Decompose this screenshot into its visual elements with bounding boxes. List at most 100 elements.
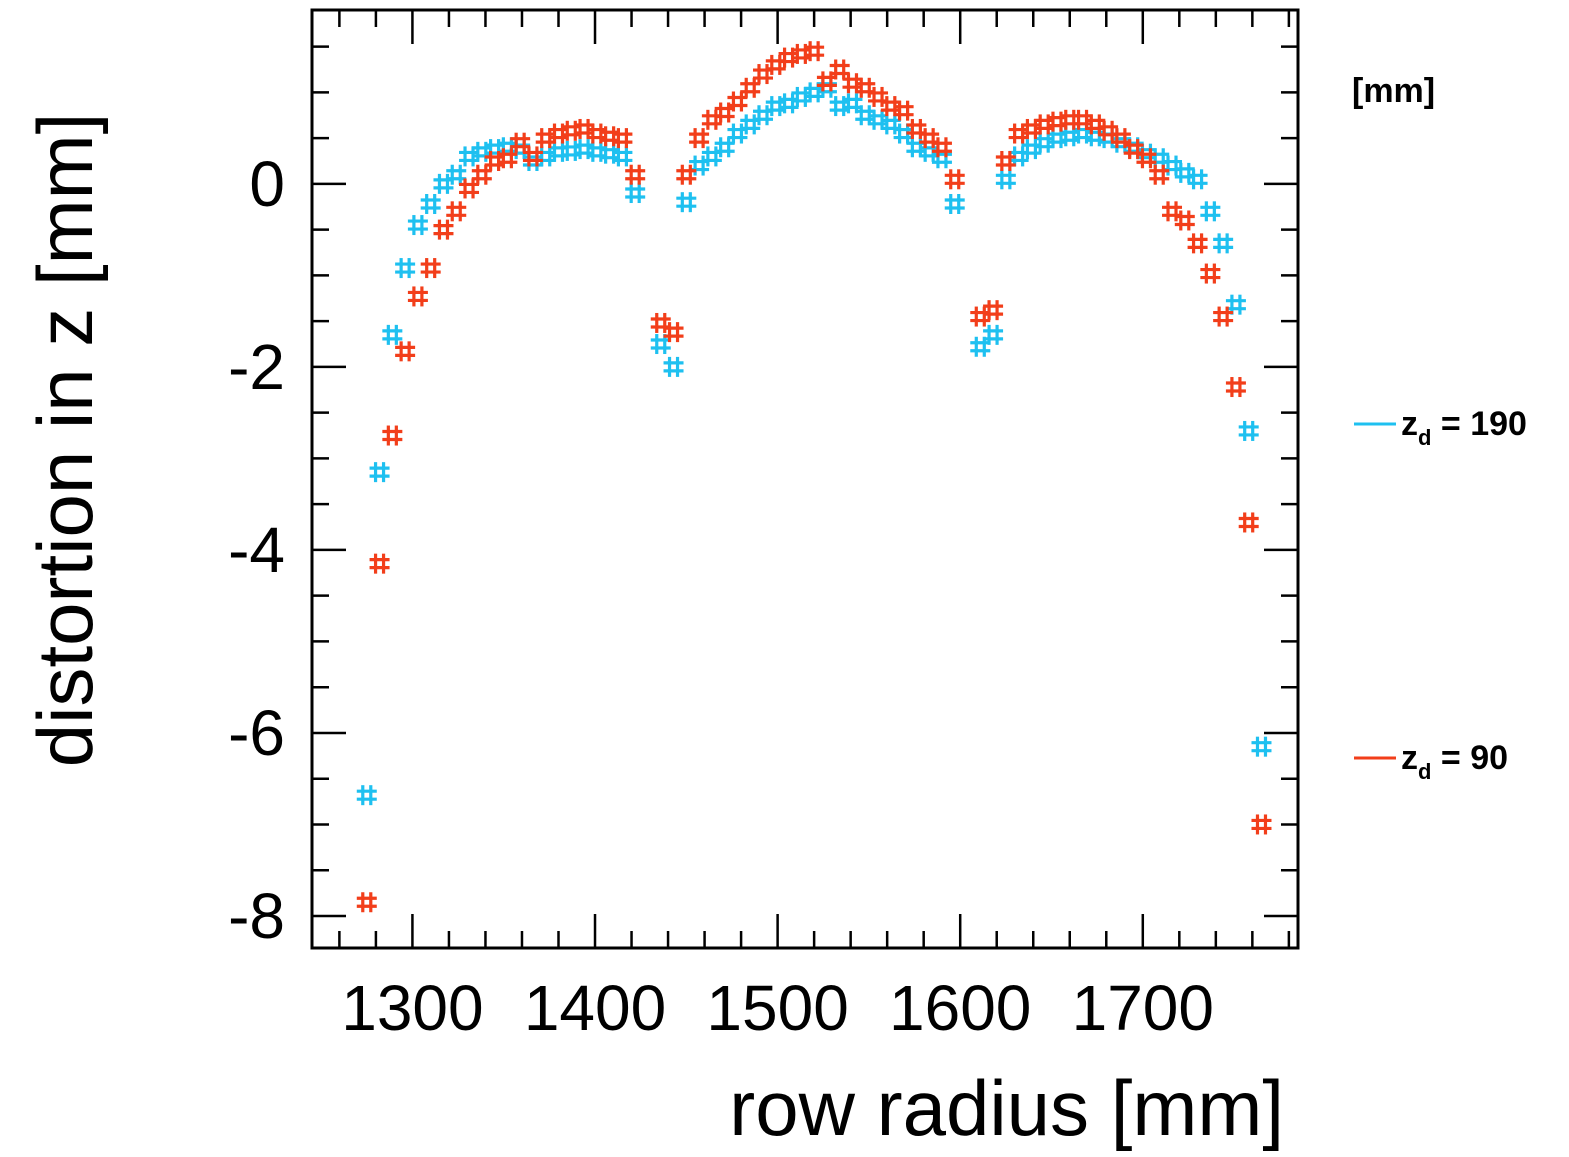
data-point [612, 128, 633, 149]
data-point [1187, 169, 1208, 190]
data-point [1034, 132, 1055, 153]
data-point [689, 155, 710, 176]
data-point [1149, 164, 1170, 185]
data-point [995, 169, 1016, 190]
y-tick-label: -2 [228, 331, 285, 403]
data-point [586, 141, 607, 162]
legend-items: zd = 190 zd = 90 [1354, 405, 1527, 784]
x-tick-label: 1700 [1072, 972, 1214, 1044]
data-point [433, 219, 454, 240]
data-point [868, 109, 889, 130]
data-point [650, 312, 671, 333]
data-point [1174, 162, 1195, 183]
data-point [753, 105, 774, 126]
data-point [804, 41, 825, 62]
data-point [1225, 377, 1246, 398]
data-point [446, 201, 467, 222]
data-point [382, 425, 403, 446]
data-point [1187, 233, 1208, 254]
series-2-points [356, 41, 1272, 913]
data-point [1136, 148, 1157, 169]
data-point [970, 306, 991, 327]
y-tick-label: 0 [249, 148, 285, 220]
y-axis-label: distortion in z [mm] [21, 113, 109, 768]
data-point [676, 164, 697, 185]
data-point [1213, 306, 1234, 327]
data-point [689, 128, 710, 149]
y-tick-label: -6 [228, 697, 285, 769]
data-point [625, 164, 646, 185]
data-point [1162, 201, 1183, 222]
data-point [356, 785, 377, 806]
data-point [753, 64, 774, 85]
legend-label: zd = 90 [1401, 739, 1508, 784]
legend: [mm] zd = 190 zd = 90 [1352, 72, 1527, 784]
data-point [382, 324, 403, 345]
x-tick-label: 1600 [889, 972, 1031, 1044]
data-point [740, 77, 761, 98]
data-point [522, 146, 543, 167]
data-point [471, 164, 492, 185]
legend-item: zd = 90 [1354, 739, 1508, 784]
data-point [893, 100, 914, 121]
data-point [931, 137, 952, 158]
data-point [420, 258, 441, 279]
data-point [407, 286, 428, 307]
data-point [395, 341, 416, 362]
data-point [919, 128, 940, 149]
data-point [714, 137, 735, 158]
data-point [497, 148, 518, 169]
data-point [983, 324, 1004, 345]
data-point [1238, 420, 1259, 441]
data-point [612, 146, 633, 167]
data-point [995, 150, 1016, 171]
data-point [944, 194, 965, 215]
data-point [701, 146, 722, 167]
data-point [1174, 210, 1195, 231]
data-point [778, 93, 799, 114]
x-tick-label: 1500 [706, 972, 848, 1044]
axis-ticks [312, 10, 1298, 948]
data-point [765, 96, 786, 117]
data-point [1251, 736, 1272, 757]
legend-item: zd = 190 [1354, 405, 1527, 450]
y-tick-label: -4 [228, 514, 285, 586]
data-point [765, 54, 786, 75]
data-point [625, 183, 646, 204]
data-point [1238, 512, 1259, 533]
data-point [893, 123, 914, 144]
data-point [983, 300, 1004, 321]
data-point [459, 178, 480, 199]
x-axis-label: row radius [mm] [729, 1064, 1284, 1152]
data-point [1225, 294, 1246, 315]
data-point [420, 194, 441, 215]
legend-unit: [mm] [1352, 72, 1435, 110]
data-point [433, 173, 454, 194]
data-point [740, 114, 761, 135]
data-point [842, 93, 863, 114]
tick-labels: 1300 1400 1500 1600 1700 0 -2 -4 -6 -8 [228, 148, 1214, 1044]
data-point [791, 86, 812, 107]
x-tick-label: 1300 [341, 972, 483, 1044]
data-point [1251, 814, 1272, 835]
data-point [1021, 139, 1042, 160]
data-point [727, 123, 748, 144]
data-point [369, 553, 390, 574]
series-1-points [356, 77, 1272, 806]
data-point [1200, 201, 1221, 222]
data-points [356, 41, 1272, 913]
y-tick-label: -8 [228, 880, 285, 952]
data-point [356, 892, 377, 913]
data-point [369, 462, 390, 483]
data-point [407, 215, 428, 236]
data-point [829, 59, 850, 80]
data-point [663, 356, 684, 377]
plot-frame [310, 8, 1300, 950]
legend-label: zd = 190 [1401, 405, 1527, 450]
x-tick-label: 1400 [524, 972, 666, 1044]
data-point [446, 164, 467, 185]
data-point [663, 322, 684, 343]
data-point [1213, 233, 1234, 254]
data-point [868, 86, 889, 107]
